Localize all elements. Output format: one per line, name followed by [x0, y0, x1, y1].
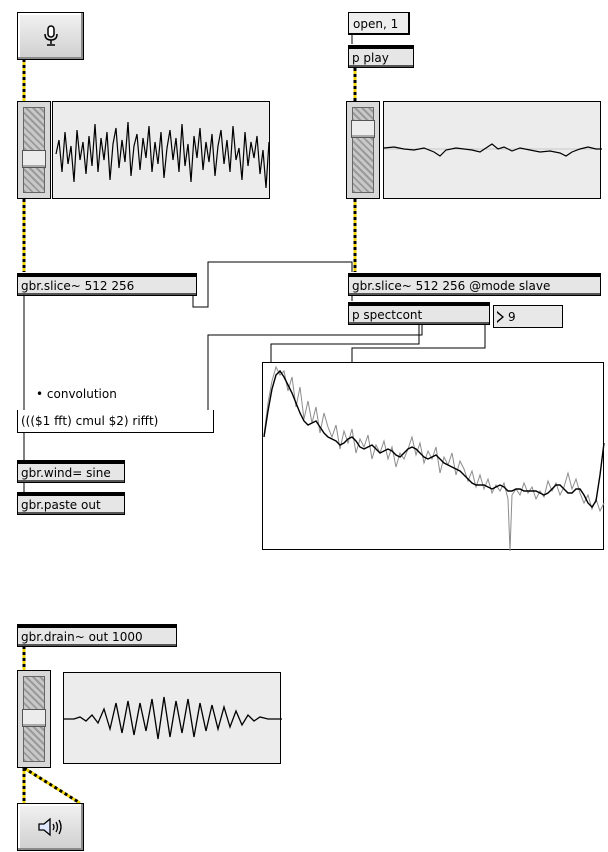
- number-box[interactable]: 9: [493, 305, 563, 328]
- playback-gain-slider[interactable]: [346, 101, 380, 199]
- slice-object-left[interactable]: gbr.slice~ 512 256: [17, 273, 197, 296]
- speaker-icon: [36, 816, 66, 841]
- control-cords: [23, 34, 486, 492]
- slider-thumb[interactable]: [22, 150, 46, 168]
- input-scope-right: [383, 101, 602, 199]
- wind-object[interactable]: gbr.wind= sine: [17, 460, 125, 483]
- play-subpatch-object[interactable]: p play: [348, 45, 414, 68]
- speaker-button[interactable]: [17, 803, 84, 851]
- slider-thumb[interactable]: [22, 709, 46, 727]
- output-scope: [63, 672, 282, 764]
- microphone-button[interactable]: [17, 12, 84, 60]
- signal-cords: [22, 59, 357, 805]
- convolution-expression-object[interactable]: ((($1 fft) cmul $2) rifft): [17, 410, 214, 433]
- slider-thumb[interactable]: [351, 120, 375, 138]
- output-gain-slider[interactable]: [17, 670, 51, 768]
- microphone-icon: [41, 25, 61, 50]
- number-box-value: 9: [508, 310, 516, 324]
- paste-object[interactable]: gbr.paste out: [17, 492, 125, 515]
- open-message[interactable]: open, 1: [348, 12, 410, 35]
- input-scope-left: [52, 101, 270, 199]
- drain-object[interactable]: gbr.drain~ out 1000: [17, 624, 177, 647]
- convolution-comment: • convolution: [36, 387, 117, 401]
- spectcont-subpatch-object[interactable]: p spectcont: [348, 302, 490, 325]
- input-gain-slider[interactable]: [17, 101, 51, 199]
- number-box-arrow-icon: [497, 311, 504, 323]
- slice-object-right[interactable]: gbr.slice~ 512 256 @mode slave: [348, 273, 601, 296]
- spectrum-display: [262, 362, 605, 552]
